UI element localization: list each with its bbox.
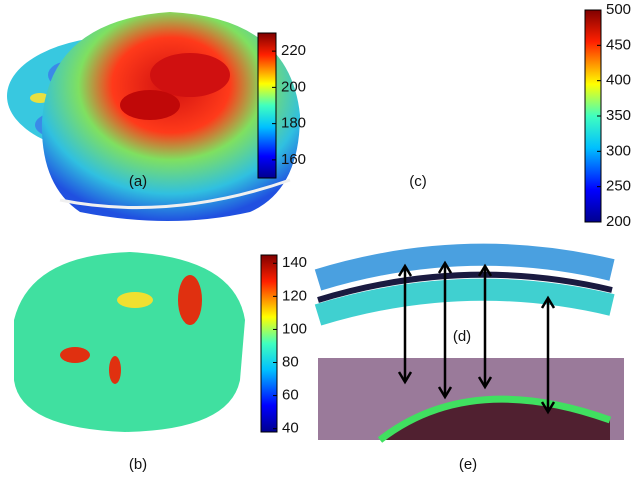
heatmap-b: [14, 252, 245, 432]
colorbar-tick-label: 40: [282, 420, 299, 437]
oct-image-d: [318, 255, 612, 330]
colorbar-tick-label: 450: [606, 36, 631, 53]
colorbar-tick-label: 160: [281, 151, 306, 168]
colorbar-tick-label: 350: [606, 107, 631, 124]
colorbar: [261, 255, 277, 432]
panel-label: (b): [129, 456, 147, 473]
colorbar-tick-label: 200: [606, 213, 631, 230]
colorbar: [258, 33, 276, 178]
panel-label: (c): [409, 173, 427, 190]
colorbar-tick-label: 120: [282, 287, 307, 304]
colorbar-tick-label: 500: [606, 1, 631, 18]
colorbar-tick-label: 300: [606, 142, 631, 159]
colorbar-tick-label: 100: [282, 320, 307, 337]
colorbar-tick-label: 200: [281, 78, 306, 95]
colorbar-tick-label: 400: [606, 72, 631, 89]
photo-e: [318, 358, 624, 440]
colorbar-tick-label: 250: [606, 178, 631, 195]
colorbar-tick-label: 140: [282, 254, 307, 271]
inset-label: (d): [453, 328, 471, 345]
panel-label: (e): [459, 456, 477, 473]
colorbar-tick-label: 80: [282, 353, 299, 370]
panel-label: (a): [129, 173, 147, 190]
colorbar-tick-label: 180: [281, 115, 306, 132]
figure: (d) (a) 160 180 200 220 (c) 200 250 300 350 400 450…: [0, 0, 640, 477]
colorbar-tick-label: 220: [281, 42, 306, 59]
colorbar-tick-label: 60: [282, 387, 299, 404]
